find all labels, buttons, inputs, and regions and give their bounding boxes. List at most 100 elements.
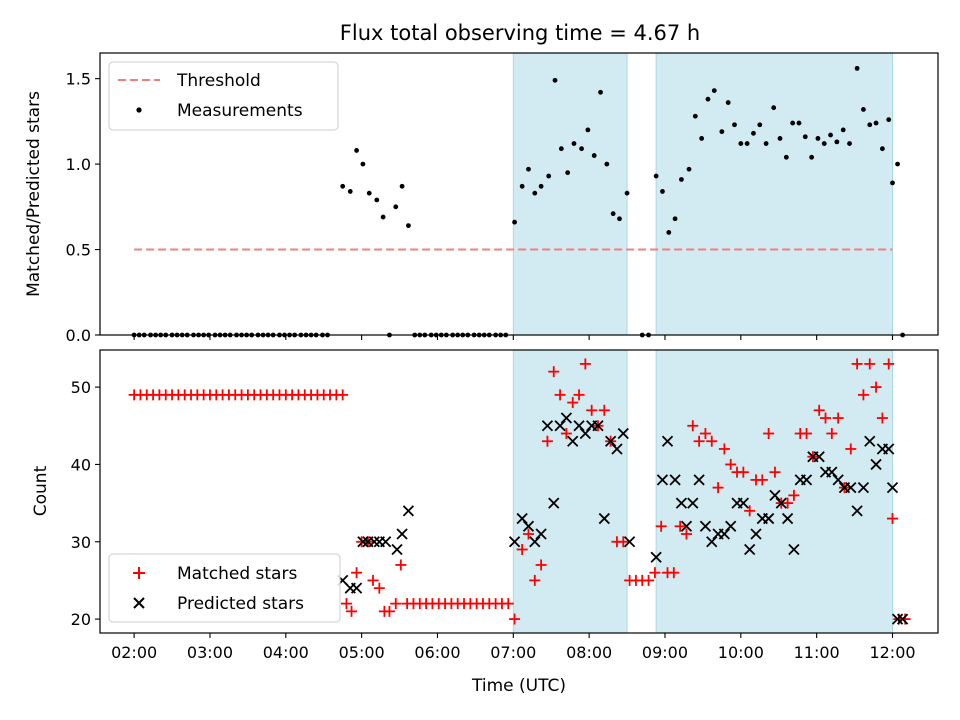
measurement-point (399, 183, 405, 189)
legend-matched-swatch (133, 567, 145, 579)
matched-star-point (541, 435, 553, 447)
matched-star-point (383, 605, 395, 617)
measurement-point (604, 161, 610, 167)
matched-star-point (763, 428, 775, 440)
legend-matched-label: Matched stars (177, 564, 297, 584)
measurement-point (828, 132, 833, 138)
predicted-star-point (857, 481, 870, 494)
measurement-point (757, 122, 763, 128)
chart-title: Flux total observing time = 4.67 h (340, 21, 700, 45)
measurement-point (692, 113, 698, 119)
matched-star-point (680, 528, 692, 540)
measurement-point (777, 136, 783, 141)
matched-star-point (554, 389, 566, 401)
matched-star-point (346, 605, 358, 617)
measurement-point (666, 230, 672, 235)
predicted-star-point (391, 543, 403, 556)
matched-star-point (769, 466, 781, 478)
predicted-star-point (567, 435, 579, 447)
measurement-point (393, 204, 399, 210)
predicted-star-point (845, 481, 857, 494)
matched-star-point (826, 428, 838, 440)
predicted-star-point (886, 481, 899, 494)
matched-star-point (522, 528, 534, 540)
measurement-point (809, 154, 815, 160)
predicted-star-point (541, 420, 554, 432)
top-observing-window-2 (655, 52, 893, 336)
matched-star-point (560, 428, 572, 440)
predicted-star-point (529, 536, 541, 548)
top-y-tick-label: 1.5 (66, 70, 91, 89)
x-tick-label: 12:00 (869, 643, 915, 662)
top-x-ticks (133, 335, 894, 340)
predicted-star-point (592, 420, 604, 432)
matched-star-point (876, 412, 888, 424)
top-y-tick-label: 0.5 (66, 241, 91, 260)
predicted-star-point (813, 451, 825, 463)
predicted-star-point (680, 520, 693, 532)
x-tick-label: 07:00 (490, 643, 536, 662)
predicted-star-point (883, 443, 895, 455)
legend-predicted-label: Predicted stars (177, 594, 304, 614)
matched-star-point (706, 435, 718, 447)
top-panel: 0.0 0.5 1.0 1.5 Matched/Predicted stars Thr… (24, 52, 939, 345)
predicted-star-point (769, 489, 781, 502)
matched-star-point (617, 536, 629, 548)
measurement-point (526, 166, 531, 172)
predicted-star-point (508, 536, 521, 548)
matched-star-point (516, 543, 528, 555)
legend-measurements-label: Measurements (177, 101, 303, 121)
measurement-point (546, 173, 552, 179)
matched-star-point (832, 412, 844, 424)
predicted-star-point (718, 528, 731, 540)
x-tick-label: 02:00 (111, 643, 157, 662)
matched-star-point (820, 412, 832, 424)
measurement-point (771, 105, 777, 111)
measurement-point (660, 189, 665, 194)
measurement-point (873, 120, 879, 126)
predicted-star-point (535, 528, 547, 540)
measurement-point (579, 146, 584, 152)
measurement-point (751, 130, 756, 136)
matched-star-point (886, 513, 898, 525)
legend-predicted-swatch (133, 597, 145, 609)
predicted-star-point (516, 512, 528, 525)
measurement-point (598, 89, 603, 95)
predicted-star-point (554, 420, 566, 432)
measurement-point (532, 190, 538, 196)
matched-star-point (509, 613, 521, 625)
measurement-point (847, 141, 852, 146)
predicted-star-point (826, 466, 838, 478)
predicted-star-point (750, 528, 762, 540)
legend-threshold-label: Threshold (176, 71, 261, 91)
matched-star-point (529, 574, 541, 586)
matched-star-point (857, 389, 869, 401)
measurement-point (834, 139, 840, 145)
bottom-y-tick-label: 20 (71, 610, 91, 629)
bottom-x-ticks: 02:00 03:00 04:00 05:00 06:00 07:00 08:00 09:00… (111, 633, 916, 662)
measurement-point (617, 216, 622, 222)
matched-star-point (567, 397, 579, 409)
measurement-point (374, 197, 380, 203)
predicted-star-point (870, 458, 882, 471)
predicted-star-point (548, 497, 560, 509)
measurement-point (699, 136, 705, 141)
bottom-y-ticks: 20 30 40 50 (71, 378, 100, 629)
predicted-star-point (891, 613, 904, 625)
measurement-point (886, 117, 892, 123)
measurement-point (585, 127, 591, 133)
matched-star-point (649, 567, 661, 579)
matched-star-point (535, 559, 547, 571)
measurement-point (686, 166, 692, 172)
x-tick-label: 08:00 (566, 643, 612, 662)
predicted-star-point (675, 497, 688, 509)
bottom-y-tick-label: 50 (71, 378, 91, 397)
bottom-observing-window-1 (512, 349, 628, 634)
bottom-observing-window-2 (655, 349, 893, 634)
matched-star-point (337, 389, 349, 401)
measurement-point (854, 65, 860, 71)
top-observing-window-1 (512, 52, 628, 336)
bottom-legend-box (108, 553, 341, 623)
predicted-star-point (781, 512, 794, 525)
bottom-plot-frame (99, 349, 939, 634)
